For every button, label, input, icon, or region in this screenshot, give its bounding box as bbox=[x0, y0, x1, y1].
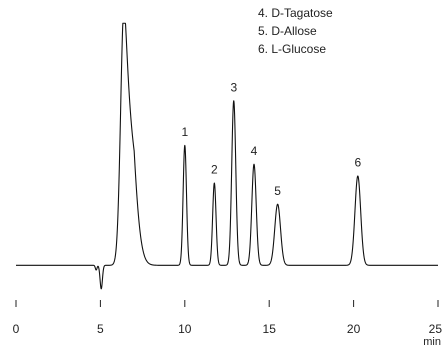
peak-label: 3 bbox=[230, 80, 237, 94]
legend-entry: 6. L-Glucose bbox=[258, 42, 326, 56]
x-axis-unit: min bbox=[423, 336, 441, 348]
x-tick-label: 15 bbox=[263, 322, 277, 336]
peak-labels: 1 2 3 4 5 6 bbox=[181, 80, 361, 197]
peak-label: 4 bbox=[251, 144, 258, 158]
legend-entry: 5. D-Allose bbox=[258, 24, 317, 38]
x-tick-label: 20 bbox=[347, 322, 361, 336]
x-tick-label: 10 bbox=[178, 322, 192, 336]
legend-entry: 4. D-Tagatose bbox=[258, 6, 333, 20]
peak-label: 6 bbox=[354, 156, 361, 170]
peak-label: 2 bbox=[211, 163, 218, 177]
peak-label: 1 bbox=[181, 125, 188, 139]
x-tick-label: 25 bbox=[429, 322, 443, 336]
peak-label: 5 bbox=[274, 184, 281, 198]
plot-area bbox=[15, 22, 439, 290]
legend: 4. D-Tagatose 5. D-Allose 6. L-Glucose bbox=[258, 6, 333, 56]
x-tick-label: 0 bbox=[13, 322, 20, 336]
x-tick-label: 5 bbox=[97, 322, 104, 336]
chromatogram-trace bbox=[15, 22, 439, 290]
